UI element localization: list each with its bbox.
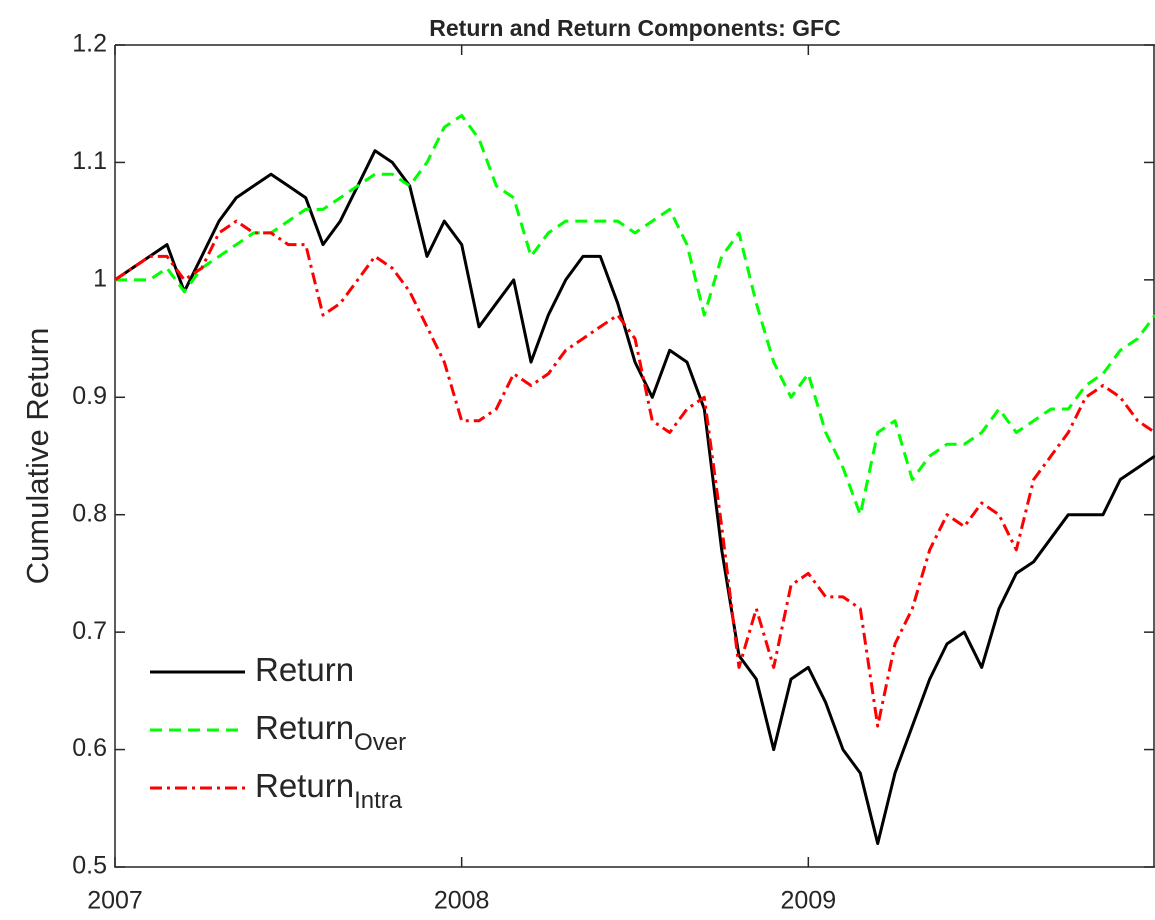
x-tick-label: 2007 xyxy=(87,887,143,915)
y-tick-label: 0.9 xyxy=(72,382,107,410)
legend-name: Return xyxy=(255,651,354,688)
x-tick-label: 2009 xyxy=(781,887,837,915)
y-axis-label: Cumulative Return xyxy=(20,328,55,585)
legend-name: Return xyxy=(255,709,354,746)
y-tick-label: 0.8 xyxy=(72,499,107,527)
legend-subscript: Intra xyxy=(354,787,403,814)
x-tick-label: 2008 xyxy=(434,887,490,915)
y-tick-label: 1 xyxy=(93,264,107,292)
legend-label: Return xyxy=(255,651,354,688)
series-line xyxy=(114,149,1155,845)
legend-label: ReturnOver xyxy=(255,709,406,757)
series-line xyxy=(114,219,1155,728)
series-line xyxy=(115,114,1155,517)
legend-label: ReturnIntra xyxy=(255,767,403,815)
y-tick-label: 1.2 xyxy=(72,30,107,58)
legend-name: Return xyxy=(255,767,354,804)
legend-subscript: Over xyxy=(354,729,406,756)
y-tick-label: 0.7 xyxy=(72,617,107,645)
y-tick-label: 1.1 xyxy=(72,147,107,175)
chart-title: Return and Return Components: GFC xyxy=(429,15,840,41)
y-tick-label: 0.5 xyxy=(72,852,107,880)
y-tick-label: 0.6 xyxy=(72,734,107,762)
